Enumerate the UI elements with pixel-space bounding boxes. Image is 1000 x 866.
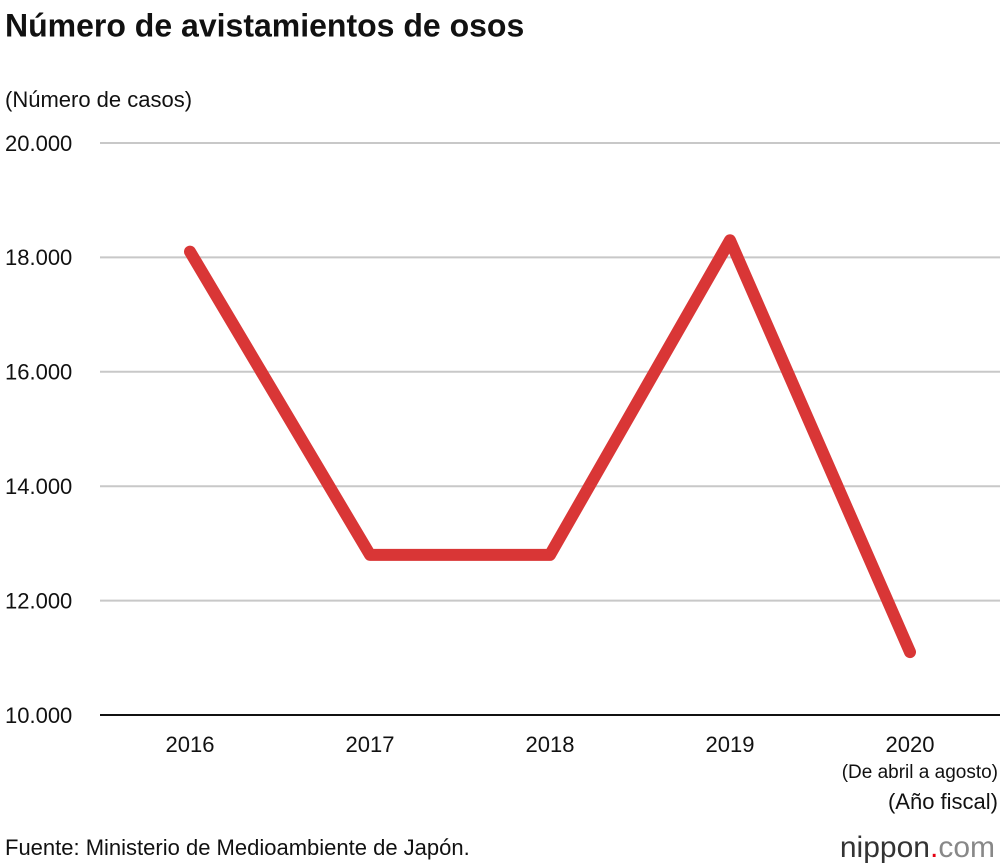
y-tick-label: 16.000 [5,360,72,385]
brand-part: . [930,831,938,864]
brand-logo: nippon.com [840,831,995,864]
y-tick-label: 10.000 [5,703,72,728]
x-tick-label: 2018 [526,732,575,757]
y-tick-label: 20.000 [5,131,72,156]
annotation: (De abril a agosto) [842,762,998,783]
y-tick-label: 12.000 [5,588,72,613]
x-tick-label: 2016 [166,732,215,757]
x-tick-label: 2017 [346,732,395,757]
brand-part: com [938,831,995,864]
y-tick-label: 14.000 [5,474,72,499]
x-tick-label: 2020 [886,732,935,757]
x-axis-label: (Año fiscal) [888,789,998,814]
x-tick-label: 2019 [706,732,755,757]
chart-title: Número de avistamientos de osos [5,7,524,43]
y-tick-label: 18.000 [5,245,72,270]
y-axis-label: (Número de casos) [5,87,192,112]
source: Fuente: Ministerio de Medioambiente de J… [5,835,470,860]
data-line [184,234,916,659]
brand-part: nippon [840,831,930,864]
